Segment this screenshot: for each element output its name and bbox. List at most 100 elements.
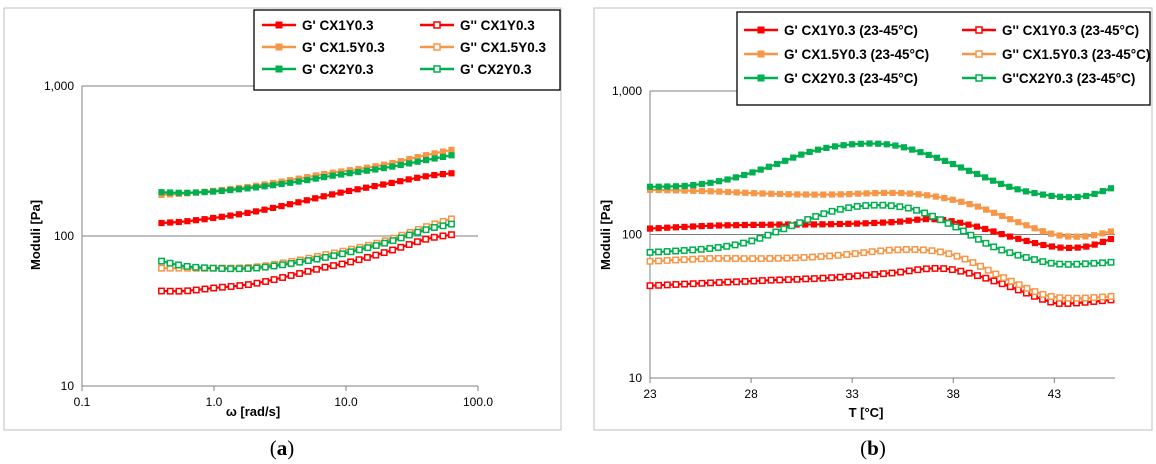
panel-b-series-0-point-36 (957, 219, 964, 226)
panel-a-series-0-point-1 (167, 219, 174, 226)
panel-a-series-0-point-16 (295, 199, 302, 206)
panel-b-series-1-point-15 (776, 276, 784, 284)
panel-b-series-1-point-7 (707, 279, 714, 287)
panel-b-series-1-point-35 (948, 266, 956, 274)
panel-b-series-4-point-48 (1048, 192, 1055, 199)
panel-a-series-1-point-15 (287, 272, 295, 279)
panel-b-series-0-point-12 (750, 221, 757, 228)
panel-a-x-tick-label-2: 10.0 (334, 395, 358, 409)
panel-b-series-4-point-33 (925, 151, 932, 158)
panel-b-series-2-point-25 (863, 190, 870, 197)
panel-b-series-0-point-9 (724, 222, 731, 229)
panel-label-b: (b) (860, 436, 886, 460)
panel-a-series-0-point-15 (286, 201, 294, 208)
panel-a-series-0-point-30 (414, 174, 421, 181)
panel-b-series-0-point-39 (982, 225, 989, 233)
panel-b-series-4-point-23 (840, 142, 847, 149)
panel-a-series-4-point-32 (431, 155, 438, 162)
panel-b-series-4-point-34 (933, 154, 941, 161)
panel-b-series-1-point-29 (897, 268, 905, 276)
panel-a-series-5-point-9 (235, 265, 243, 273)
panel-a-legend-swatch-marker-1 (433, 21, 441, 29)
panel-b-series-1-point-28 (888, 269, 896, 277)
panel-a-legend-entries: G' CX1Y0.3 G'' CX1Y0.3 G' CX1.5Y0.3 G'' CX1… (262, 18, 546, 77)
panel-b-series-1-point-13 (758, 277, 766, 285)
panel-a-series-0-point-34 (448, 170, 455, 177)
panel-b-series-1-point-30 (905, 267, 913, 275)
panel-b-series-2-point-27 (880, 189, 888, 196)
panel-a-series-1-point-25 (372, 251, 380, 259)
panel-label-a: (a) (270, 436, 295, 460)
panel-a-series-0-point-18 (312, 195, 319, 202)
panel-b-series-5-point-52 (1073, 260, 1081, 268)
panel-b-series-3-point-24 (851, 250, 859, 258)
panel-a-series-5-point-0 (158, 257, 165, 265)
panel-b-series-5-point-4 (680, 247, 688, 254)
panel-b-series-2-point-14 (768, 190, 775, 197)
panel-b-series-0-point-44 (1023, 237, 1030, 245)
panel-b-series-5-point-53 (1081, 260, 1089, 268)
panel-a-series-1-point-6 (210, 284, 218, 292)
panel-b-series-5-point-41 (982, 239, 990, 247)
panel-b-series-3-point-17 (791, 254, 799, 262)
panel-b-legend-entry-2: G' CX1.5Y0.3 (23-45°C) (744, 47, 929, 62)
panel-a-series-4-point-23 (355, 168, 362, 176)
panel-b-series-2-point-38 (974, 203, 982, 210)
panel-b-series-1-point-3 (672, 281, 680, 288)
panel-a-series-4-point-19 (320, 173, 328, 181)
panel-b-series-4-point-1 (655, 183, 662, 190)
panel-a-series-1-point-23 (355, 256, 363, 264)
panel-a-series-0-point-24 (362, 184, 370, 191)
panel-b-series-2-point-23 (846, 190, 853, 198)
panel-label-a-letter: a (277, 436, 288, 460)
panel-b-series-2-point-54 (1107, 228, 1115, 235)
panel-b-series-3-point-0 (646, 257, 654, 265)
panel-b-series-2-point-8 (716, 188, 723, 195)
panel-b-series-0-point-2 (664, 224, 671, 231)
panel-a-series-5-point-26 (381, 239, 389, 247)
panel-b-series-5-point-9 (723, 242, 731, 250)
panel-b-series-3-point-35 (945, 250, 953, 258)
panel-a-x-tick-label-0: 0.1 (74, 395, 91, 409)
panel-a-series-5-point-21 (338, 250, 346, 258)
panel-a-series-3-point-0 (158, 264, 165, 272)
panel-a-series-4-point-3 (184, 189, 191, 196)
panel-b-series-4-point-36 (949, 160, 957, 168)
panel-b-series-0-point-41 (998, 230, 1005, 238)
panel-b-series-5-point-32 (913, 206, 920, 214)
panel-a-series-4-point-14 (278, 180, 285, 188)
panel-b-series-3-point-10 (732, 255, 739, 262)
panel-b-series-0-point-45 (1031, 239, 1039, 247)
panel-b-series-4-point-45 (1022, 188, 1030, 195)
panel-a-series-5-point-1 (166, 259, 174, 267)
panel-b-series-3-point-45 (1023, 284, 1031, 292)
panel-b-legend-entry-0: G' CX1Y0.3 (23-45°C) (744, 23, 918, 38)
panel-a-series-4-point-33 (439, 153, 447, 160)
panel-b-series-2-point-18 (802, 191, 810, 198)
panel-b-series-5-point-50 (1056, 260, 1064, 268)
panel-b-series-4-point-11 (741, 171, 748, 179)
panel-a-series-1-point-0 (158, 287, 165, 295)
panel-a-legend-entry-2: G' CX1.5Y0.3 (262, 40, 385, 55)
panel-b-axes (649, 91, 1115, 383)
panel-b-series-2-point-35 (949, 196, 956, 203)
panel-b-x-tick-label-2: 33 (845, 387, 859, 401)
panel-b-series-4-point-6 (698, 180, 706, 188)
panel-b-series-5-point-25 (853, 202, 861, 210)
panel-b-series-4-point-5 (690, 181, 697, 189)
panel-b-series-4-point-14 (765, 163, 773, 170)
panel-b-series-2-point-36 (958, 198, 965, 205)
panel-b-series-0-point-51 (1083, 243, 1090, 250)
panel-b-series-1-point-9 (724, 278, 732, 286)
panel-b-series-5-point-0 (646, 248, 654, 256)
panel-a-series-4-point-34 (448, 152, 455, 159)
panel-b-series-3-point-15 (774, 254, 782, 262)
panel-b-series-5-point-8 (714, 244, 722, 251)
panel-b-series-5-point-10 (731, 241, 739, 249)
panel-b-legend-swatch-marker-1 (975, 26, 983, 34)
panel-b-series-5-point-36 (944, 219, 952, 227)
panel-b-series-1-point-42 (1006, 283, 1014, 291)
panel-b-series-5-point-12 (748, 237, 756, 245)
panel-b-series-0-point-43 (1015, 235, 1022, 242)
